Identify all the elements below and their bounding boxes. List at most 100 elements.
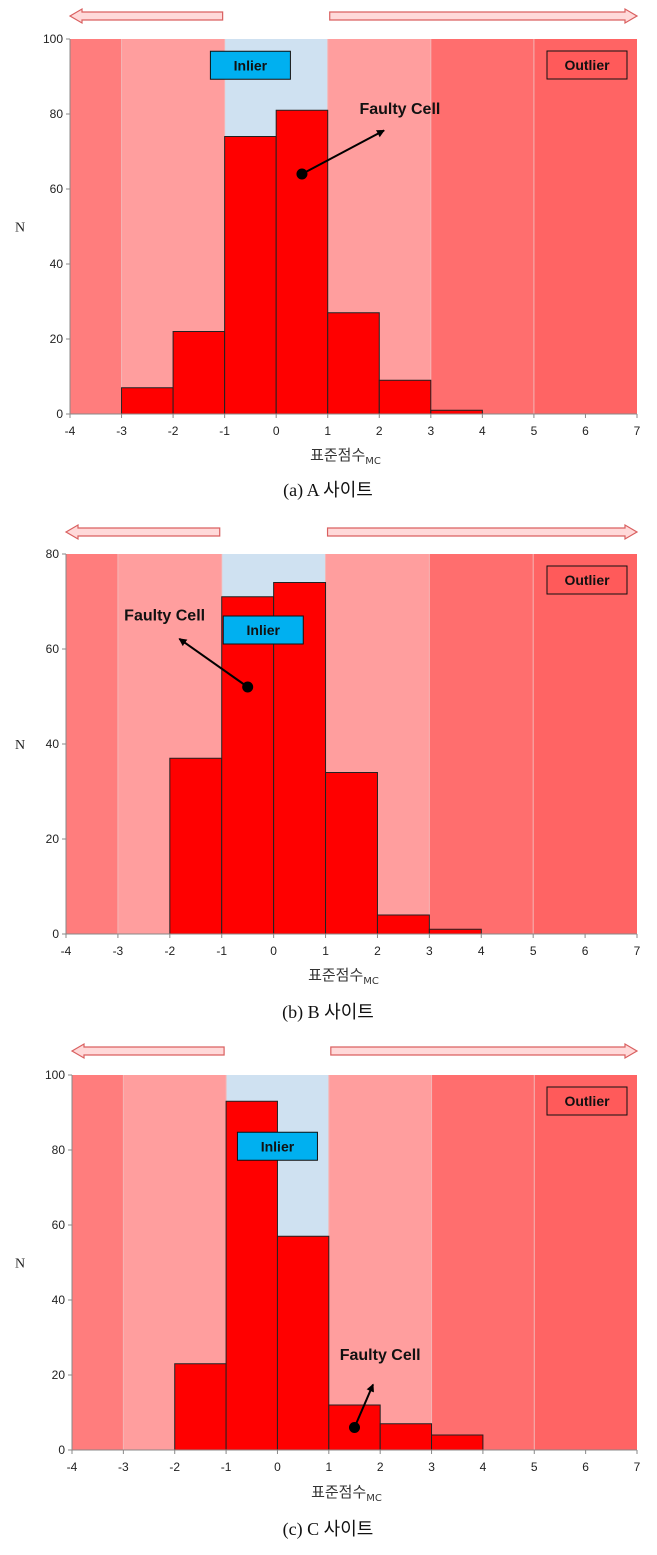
chart-a-histogram-bar <box>224 136 277 415</box>
chart-b-x-tick-label: 2 <box>374 944 381 958</box>
chart-b-x-axis-label: 표준점수MC <box>308 966 379 987</box>
chart-a-x-axis-label: 표준점수MC <box>310 446 381 467</box>
chart-a-right-direction-arrow <box>329 7 639 25</box>
chart-c-caption: (c) C 사이트 <box>283 1519 374 1540</box>
chart-c-faulty-cell-dot <box>349 1422 360 1433</box>
chart-b-x-tick-label: 3 <box>426 944 433 958</box>
chart-c-x-axis-label: 표준점수MC <box>311 1483 382 1504</box>
chart-c-faulty-cell-label: Faulty Cell <box>340 1347 421 1364</box>
chart-a-outlier-box <box>546 50 628 80</box>
chart-b-faulty-cell-label: Faulty Cell <box>124 608 205 625</box>
chart-a-histogram-bar <box>172 331 226 415</box>
chart-a-faulty-cell-arrow <box>301 129 385 175</box>
chart-c-left-direction-arrow <box>70 1042 225 1060</box>
chart-a-histogram-bar <box>378 379 432 415</box>
chart-a-histogram-bar <box>275 109 329 415</box>
chart-a-x-tick-label: -4 <box>65 424 76 438</box>
chart-b-histogram-bar <box>169 757 223 935</box>
chart-b-y-tick-label: 20 <box>46 832 60 846</box>
chart-a-x-tick-label: 0 <box>273 424 280 438</box>
chart-c-right-direction-arrow <box>330 1042 639 1060</box>
chart-b-y-tick-label: 0 <box>52 927 59 941</box>
chart-c-x-tick-label: -1 <box>221 1460 232 1474</box>
chart-b-inlier-label: Inlier <box>247 622 281 638</box>
chart-c-x-tick-label: 0 <box>274 1460 281 1474</box>
chart-c-y-tick-label: 100 <box>45 1068 65 1082</box>
chart-a-x-tick-label: 3 <box>427 424 434 438</box>
chart-a-y-tick-label: 20 <box>50 332 64 346</box>
chart-b-histogram-bar <box>325 772 378 935</box>
chart-b-outlier-box <box>546 565 628 595</box>
chart-a-x-tick-label: 6 <box>582 424 589 438</box>
chart-c-x-tick-label: 6 <box>582 1460 589 1474</box>
chart-c-y-tick-label: 60 <box>52 1218 66 1232</box>
chart-b-x-tick-label: 7 <box>634 944 641 958</box>
chart-b-zone-right-outer <box>429 554 534 934</box>
chart-b: 0 20 40 60 80 -4 -3 -2 -1 0 1 2 3 4 5 6 7 N 표준점수MC (b) B 사이… <box>15 523 641 1023</box>
chart-b-x-tick-label: 4 <box>478 944 485 958</box>
chart-a-x-tick-label: 4 <box>479 424 486 438</box>
chart-b-caption: (b) B 사이트 <box>282 1002 374 1023</box>
chart-c-zone-right-far <box>534 1075 637 1450</box>
chart-b-x-tick-label: -1 <box>216 944 227 958</box>
chart-c-y-tick-label: 80 <box>52 1143 66 1157</box>
chart-b-inlier-box <box>222 615 304 645</box>
chart-c-x-tick-label: -2 <box>169 1460 180 1474</box>
chart-b-right-direction-arrow <box>326 523 639 541</box>
chart-b-outlier-label: Outlier <box>564 572 610 588</box>
chart-c-x-tick-label: 4 <box>480 1460 487 1474</box>
histogram-panel-a: 0 20 40 60 80 100 -4 -3 -2 -1 0 1 2 3 4 5 6 7 N 표준점수MC (a) A… <box>0 0 657 518</box>
chart-b-zone-right-far <box>533 554 637 934</box>
chart-b-x-tick-label: 0 <box>270 944 277 958</box>
chart-c-zone-right-mid <box>328 1075 432 1450</box>
chart-a-y-tick-label: 100 <box>43 32 63 46</box>
chart-c-x-tick-label: 2 <box>377 1460 384 1474</box>
chart-a-x-tick-label: -2 <box>168 424 179 438</box>
chart-b-y-axis-label: N <box>15 738 25 753</box>
chart-a-x-tick-label: 5 <box>531 424 538 438</box>
chart-c-histogram-bar <box>276 1235 330 1451</box>
chart-b-histogram-bar <box>221 596 275 935</box>
chart-b-y-tick-label: 80 <box>46 547 60 561</box>
chart-c-histogram-bar <box>379 1423 433 1451</box>
chart-c-y-tick-label: 40 <box>52 1293 66 1307</box>
chart-a-histogram-bar <box>430 409 483 415</box>
chart-b-x-tick-label: -3 <box>113 944 124 958</box>
chart-b-y-tick-label: 40 <box>46 737 60 751</box>
chart-a-faulty-cell-label: Faulty Cell <box>359 101 440 118</box>
chart-b-histogram-bar <box>428 928 482 935</box>
chart-a-left-direction-arrow <box>68 7 224 25</box>
chart-c-inlier-box <box>236 1131 318 1161</box>
chart-b-x-tick-label: 5 <box>530 944 537 958</box>
chart-a-x-tick-label: -3 <box>116 424 127 438</box>
chart-c-y-tick-label: 20 <box>52 1368 66 1382</box>
chart-a-x-tick-label: 2 <box>376 424 383 438</box>
chart-b-left-direction-arrow <box>64 523 221 541</box>
chart-c-outlier-label: Outlier <box>564 1093 610 1109</box>
chart-a-zone-right-outer <box>430 39 534 414</box>
chart-a-x-tick-label: -1 <box>219 424 230 438</box>
chart-c-y-tick-label: 0 <box>58 1443 65 1457</box>
chart-a: 0 20 40 60 80 100 -4 -3 -2 -1 0 1 2 3 4 5 6 7 N 표준점수MC (a) A… <box>15 7 641 501</box>
chart-a-y-tick-label: 0 <box>56 407 63 421</box>
chart-a-x-tick-label: 1 <box>324 424 331 438</box>
chart-a-inlier-box <box>209 50 291 80</box>
histogram-panel-b: 0 20 40 60 80 -4 -3 -2 -1 0 1 2 3 4 5 6 7 N 표준점수MC (b) B 사이… <box>0 518 657 1035</box>
chart-b-faulty-cell-arrow <box>178 638 249 688</box>
histogram-panel-c: 0 20 40 60 80 100 -4 -3 -2 -1 0 1 2 3 4 5 6 7 N 표준점수MC (c) C… <box>0 1035 657 1555</box>
chart-c-zone-right-outer <box>431 1075 535 1450</box>
chart-b-y-tick-label: 60 <box>46 642 60 656</box>
chart-c-inlier-label: Inlier <box>261 1138 295 1154</box>
chart-b-x-tick-label: -2 <box>164 944 175 958</box>
chart-a-zone-right-far <box>533 39 637 414</box>
chart-a-faulty-cell-dot <box>296 168 308 180</box>
chart-c-x-tick-label: -3 <box>118 1460 129 1474</box>
chart-c-y-axis-label: N <box>15 1257 25 1272</box>
chart-a-inlier-label: Inlier <box>234 57 268 73</box>
chart-c-faulty-cell-arrow <box>353 1383 374 1428</box>
chart-b-histogram-bar <box>376 914 430 935</box>
chart-c: 0 20 40 60 80 100 -4 -3 -2 -1 0 1 2 3 4 5 6 7 N 표준점수MC (c) C… <box>15 1042 641 1540</box>
chart-a-histogram-bar <box>121 387 174 415</box>
chart-c-histogram-bar <box>431 1434 484 1451</box>
chart-a-caption: (a) A 사이트 <box>283 480 373 501</box>
